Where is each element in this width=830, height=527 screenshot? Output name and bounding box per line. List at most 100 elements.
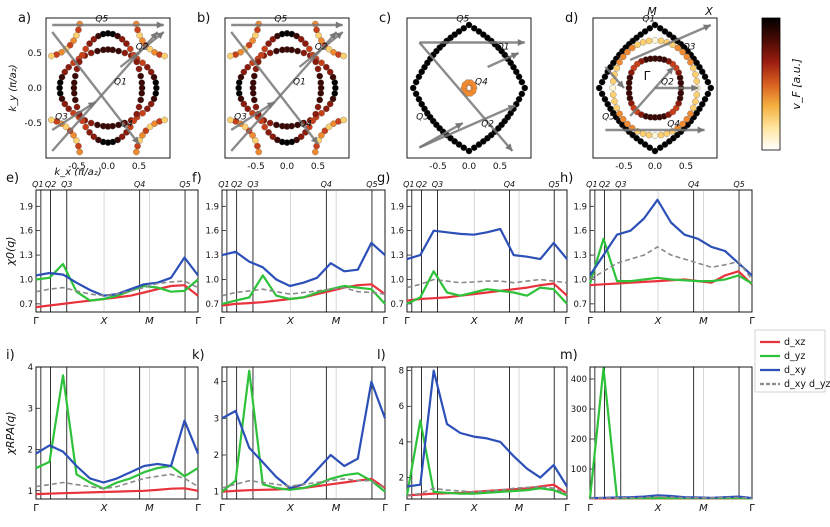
top-tick-label: Q1 xyxy=(32,180,43,189)
x-tick-label: Γ xyxy=(33,316,39,327)
fs-dot xyxy=(663,130,671,137)
fs-dot xyxy=(645,131,653,139)
legend: d_xz d_yz d_xy d_xy d_yz xyxy=(754,329,830,393)
fs-dot xyxy=(269,133,277,140)
fs-dot xyxy=(306,45,313,53)
fs-dot xyxy=(312,148,319,156)
fs-dot xyxy=(318,59,325,67)
fs-dot xyxy=(123,40,130,47)
fs-dot xyxy=(624,120,631,128)
fs-dot xyxy=(318,132,325,139)
fs-dot xyxy=(273,121,280,129)
fs-dot xyxy=(651,21,659,29)
fs-dot xyxy=(254,26,261,34)
fs-dot xyxy=(146,45,154,53)
x-tick-label: M xyxy=(332,503,341,514)
q-label: Q3 xyxy=(683,43,696,53)
panel-tag: h) xyxy=(560,171,573,186)
fs-dot xyxy=(634,41,641,48)
fs-dot xyxy=(321,127,329,135)
fs-dot xyxy=(251,72,258,80)
susceptibility-panels: e) Q1 Q2 Q3 Q4 Q5Γ X M Γ0.71.01.31.61.9χ0(q)f) Q1… xyxy=(4,171,755,514)
series-line-dyz xyxy=(221,369,386,493)
fs-dot xyxy=(56,79,64,86)
fs-dot xyxy=(598,90,606,98)
fs-dot xyxy=(683,115,691,123)
chart-panel: h) Q1 Q2 Q3 Q4 Q5Γ X M Γ0.71.01.31.61.9 xyxy=(560,171,755,327)
fs-dot xyxy=(139,132,146,139)
fs-dot xyxy=(656,144,664,151)
series-line-dxydyz xyxy=(221,286,386,297)
fs-dot xyxy=(265,40,272,47)
panel-tag: i) xyxy=(6,348,15,363)
fs-dot xyxy=(309,117,317,125)
fs-dot xyxy=(521,84,529,92)
fs-dot xyxy=(61,68,69,76)
fs-dot xyxy=(616,110,623,117)
x-tick-label: X xyxy=(286,316,295,327)
x-tick-label: 0.0 xyxy=(280,162,295,172)
x-tick-label: 0.0 xyxy=(648,162,663,172)
fs-dot xyxy=(316,96,323,104)
x-tick-label: Γ xyxy=(382,316,388,327)
fs-dot xyxy=(460,144,468,151)
fs-dot xyxy=(628,44,636,52)
fs-dot xyxy=(147,68,155,76)
series-line-dxz xyxy=(35,284,199,309)
fs-dot xyxy=(114,32,121,40)
fs-dot xyxy=(646,25,654,32)
x-tick-label: M xyxy=(699,503,708,514)
fermi-surface-panel: c) Q5 Q1 Q4 Q3 Q2 -0.5 0.0 0.5 xyxy=(379,11,532,172)
top-tick-label: Q3 xyxy=(61,180,72,189)
q-vector-head xyxy=(156,21,164,29)
fs-dot xyxy=(412,78,420,86)
y-tick-label: 4 xyxy=(214,378,219,388)
fs-dot xyxy=(704,78,712,86)
q-vector-arrow xyxy=(230,31,319,145)
fs-dot xyxy=(161,116,168,124)
top-tick-label: Q5 xyxy=(733,180,744,189)
legend-label: d_xz xyxy=(784,337,805,348)
fs-dot xyxy=(657,37,665,45)
fs-dot xyxy=(624,48,631,56)
fs-dot xyxy=(255,148,262,156)
series-line-dyz xyxy=(221,274,386,305)
fs-dot xyxy=(227,52,234,60)
fs-dot xyxy=(294,47,301,55)
series-line-dyz xyxy=(406,270,568,305)
q-vector-arrow xyxy=(51,31,159,152)
fs-dot xyxy=(235,79,243,86)
x-tick-label: Γ xyxy=(33,503,39,514)
y-tick-label: 2 xyxy=(214,451,219,461)
top-tick-label: Q5 xyxy=(549,180,560,189)
x-tick-label: Γ xyxy=(587,316,593,327)
y-tick-label: 1.6 xyxy=(390,227,404,237)
q-vector-arrow xyxy=(230,31,338,152)
panel-tag: a) xyxy=(18,11,31,26)
series-line-dyz xyxy=(588,367,753,500)
top-tick-label: Q3 xyxy=(247,180,258,189)
chart-panel: l) Γ X M Γ 2 4 6 8 xyxy=(377,348,570,514)
fs-pocket-ring xyxy=(461,80,477,96)
q-vector-head xyxy=(266,102,275,109)
fs-dot xyxy=(679,120,686,128)
q-label: Q4 xyxy=(120,120,133,130)
y-tick-label: 1.3 xyxy=(19,251,33,261)
fs-dot xyxy=(265,129,272,136)
fermi-surface-panel: b) Q5 Q2 Q1 Q3 Q4 -0.5 0.0 0.5 xyxy=(197,11,350,172)
colorbar-label: v_F [a.u.] xyxy=(790,58,803,109)
fs-dot xyxy=(135,103,143,111)
fs-dot xyxy=(75,142,82,150)
legend-label: d_yz xyxy=(784,351,805,362)
y-tick-label: 3 xyxy=(214,414,219,424)
fs-dot xyxy=(679,48,686,56)
y-tick-label: 1 xyxy=(28,487,33,497)
fs-dot xyxy=(48,116,55,124)
y-tick-label: 2 xyxy=(399,474,404,484)
fs-dot xyxy=(294,121,301,129)
fs-dot xyxy=(677,89,685,97)
fs-dot xyxy=(73,32,80,39)
fs-dot xyxy=(326,68,334,76)
fs-dot xyxy=(302,40,309,47)
